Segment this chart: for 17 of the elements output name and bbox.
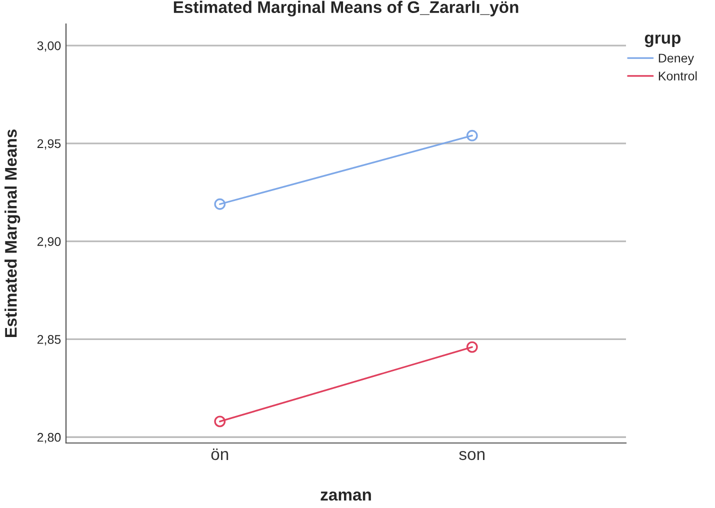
y-tick-label: 2,85 [37, 335, 61, 346]
legend-label: Deney [658, 54, 694, 66]
chart-title: Estimated Marginal Means of G_Zararlı_yön [174, 0, 518, 16]
legend-label: Kontrol [658, 71, 697, 80]
y-tick-label: 2,90 [37, 237, 61, 248]
x-tick-label: son [459, 450, 484, 460]
y-tick-label: 2,80 [37, 432, 61, 444]
y-tick-label: 3,00 [37, 41, 61, 52]
x-axis-title: zaman [320, 492, 371, 501]
point [466, 341, 478, 353]
legend-title: grup [644, 34, 681, 48]
point [466, 130, 478, 142]
x-tick-label: ön [211, 448, 228, 460]
point [214, 416, 226, 428]
y-axis-title: Estimated Marginal Means [4, 130, 20, 338]
point [214, 198, 226, 210]
y-tick-label: 2,95 [37, 139, 61, 150]
